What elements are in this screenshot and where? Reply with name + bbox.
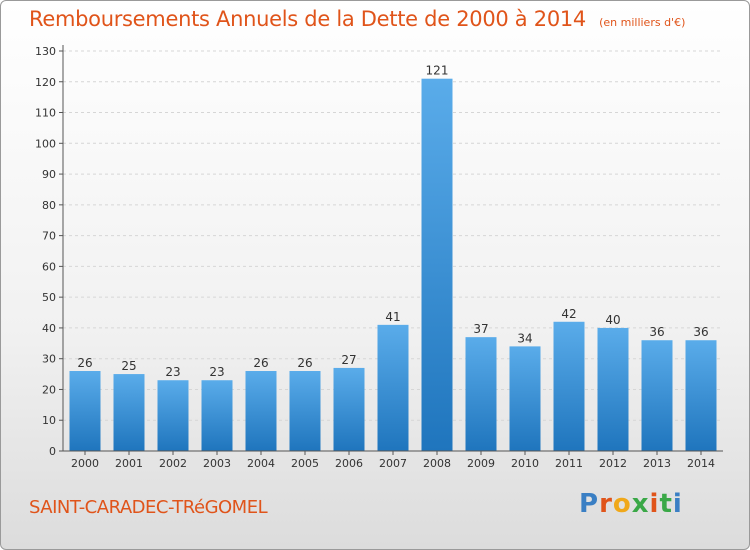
x-tick-label-2003: 2003 <box>203 457 231 470</box>
data-label-2003: 23 <box>209 365 224 379</box>
bar-2004[interactable] <box>245 371 277 451</box>
y-tick-label: 70 <box>42 230 56 243</box>
axes <box>59 45 723 455</box>
bar-2008[interactable] <box>421 78 453 451</box>
y-tick-label: 110 <box>35 107 56 120</box>
data-label-2011: 42 <box>561 307 576 321</box>
bar-2010[interactable] <box>509 346 541 451</box>
x-tick-label-2002: 2002 <box>159 457 187 470</box>
x-tick-label-2001: 2001 <box>115 457 143 470</box>
logo-letter: x <box>631 489 650 519</box>
bar-2013[interactable] <box>641 340 673 451</box>
proxiti-logo[interactable]: Proxiti <box>579 489 683 519</box>
bar-2000[interactable] <box>69 371 101 451</box>
bar-2005[interactable] <box>289 371 321 451</box>
y-tick-label: 80 <box>42 199 56 212</box>
y-tick-label: 100 <box>35 137 56 150</box>
bar-2014[interactable] <box>685 340 717 451</box>
data-label-2006: 27 <box>341 353 356 367</box>
x-tick-label-2012: 2012 <box>599 457 627 470</box>
x-tick-label-2009: 2009 <box>467 457 495 470</box>
y-tick-label: 60 <box>42 260 56 273</box>
data-label-2001: 25 <box>121 359 136 373</box>
title-row: Remboursements Annuels de la Dette de 20… <box>29 7 685 31</box>
chart-subtitle: (en milliers d'€) <box>599 16 686 29</box>
x-tick-label-2005: 2005 <box>291 457 319 470</box>
data-label-2005: 26 <box>297 356 312 370</box>
x-tick-label-2010: 2010 <box>511 457 539 470</box>
x-tick-label-2011: 2011 <box>555 457 583 470</box>
bar-2007[interactable] <box>377 324 409 451</box>
commune-name: SAINT-CARADEC-TRéGOMEL <box>29 497 268 518</box>
bar-2011[interactable] <box>553 321 585 451</box>
bar-2001[interactable] <box>113 374 145 451</box>
y-tick-label: 10 <box>42 414 56 427</box>
logo-letter: o <box>612 489 632 519</box>
chart-title: Remboursements Annuels de la Dette de 20… <box>29 7 586 31</box>
data-label-2007: 41 <box>385 310 400 324</box>
bar-2012[interactable] <box>597 327 629 451</box>
data-label-2000: 26 <box>77 356 92 370</box>
data-label-2009: 37 <box>473 322 488 336</box>
logo-letter: i <box>672 489 683 519</box>
x-tick-label-2004: 2004 <box>247 457 275 470</box>
logo-letter: i <box>649 489 660 519</box>
data-label-2008: 121 <box>426 64 449 78</box>
y-tick-label: 120 <box>35 76 56 89</box>
labels: 0 10 20 30 40 50 60 70 80 90 100 110 120 130 26 2000 25 2… <box>35 45 715 470</box>
y-tick-label: 90 <box>42 168 56 181</box>
y-tick-label: 30 <box>42 353 56 366</box>
bar-2002[interactable] <box>157 380 189 451</box>
logo-letter: t <box>659 489 673 519</box>
y-tick-label: 20 <box>42 383 56 396</box>
logo-letter: P <box>579 489 600 519</box>
data-label-2004: 26 <box>253 356 268 370</box>
x-tick-label-2007: 2007 <box>379 457 407 470</box>
y-tick-label: 40 <box>42 322 56 335</box>
bars <box>69 78 717 451</box>
x-tick-label-2008: 2008 <box>423 457 451 470</box>
data-label-2013: 36 <box>649 325 664 339</box>
x-tick-label-2013: 2013 <box>643 457 671 470</box>
y-tick-label: 130 <box>35 45 56 58</box>
data-label-2014: 36 <box>693 325 708 339</box>
data-label-2002: 23 <box>165 365 180 379</box>
bar-2006[interactable] <box>333 367 365 451</box>
data-label-2010: 34 <box>517 331 532 345</box>
x-tick-label-2006: 2006 <box>335 457 363 470</box>
bar-2003[interactable] <box>201 380 233 451</box>
bar-2009[interactable] <box>465 337 497 451</box>
x-tick-label-2000: 2000 <box>71 457 99 470</box>
data-label-2012: 40 <box>605 313 620 327</box>
x-tick-label-2014: 2014 <box>687 457 715 470</box>
y-tick-label: 0 <box>49 445 56 458</box>
logo-letter: r <box>599 489 613 519</box>
y-tick-label: 50 <box>42 291 56 304</box>
